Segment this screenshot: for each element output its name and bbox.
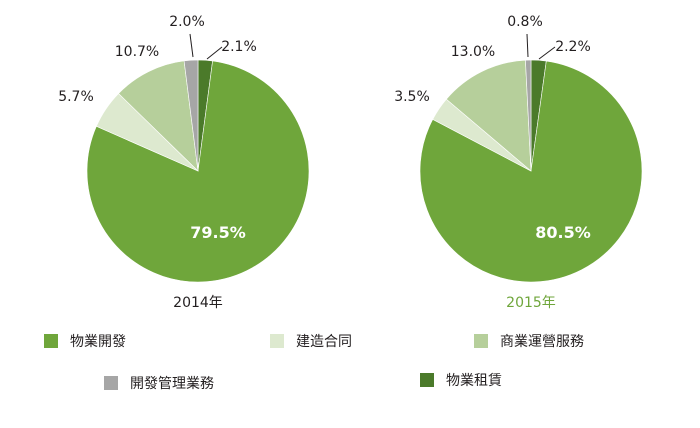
legend-swatch [420,373,434,387]
slice-data-label: 79.5% [190,223,246,242]
pie-slice-2014年-商業運營服務 [118,60,199,172]
legend-item-property-leasing: 物業租賃 [420,371,502,389]
legend-swatch [270,334,284,348]
pie-charts-svg: 79.5% 5.7% 10.7% 2.0% 2.1% 80.5% 3.5% 13.0% 0.8%… [58,14,643,283]
legend-label: 商業運營服務 [500,334,584,350]
slice-data-label: 13.0% [451,44,495,60]
legend-swatch [474,334,488,348]
legend-item-construction-contracts: 建造合同 [270,332,352,350]
legend-label: 物業租賃 [446,373,502,389]
legend-item-commercial-operations: 商業運營服務 [474,332,584,350]
legend-item-property-development: 物業開發 [44,332,126,350]
pie-slice-2015年-商業運營服務 [445,59,532,172]
legend-label: 建造合同 [296,334,352,350]
pie-slice-2014年-開發管理業務 [183,59,199,172]
leader-line [206,46,223,60]
slice-data-label: 0.8% [507,14,543,30]
slice-data-label: 2.0% [169,14,205,30]
leader-line [189,33,194,58]
slice-data-label: 5.7% [58,89,94,105]
leader-line [526,33,529,58]
slice-data-label: 10.7% [115,44,159,60]
slice-data-label: 2.1% [221,39,257,55]
pie-slice-2015年-開發管理業務 [525,59,532,172]
leader-line [538,46,556,60]
legend-swatch [44,334,58,348]
slice-data-label: 80.5% [535,223,591,242]
slice-data-label: 2.2% [555,39,591,55]
pie-slice-2015年-物業開發 [419,60,643,283]
chart-title-2015: 2015年 [506,295,556,311]
legend-swatch [104,376,118,390]
legend-label: 開發管理業務 [130,376,214,392]
slice-data-label: 3.5% [394,89,430,105]
pie-slice-2014年-物業開發 [86,60,310,283]
chart-title-2014: 2014年 [173,295,223,311]
legend-label: 物業開發 [70,334,126,350]
legend-item-development-management: 開發管理業務 [104,374,214,392]
